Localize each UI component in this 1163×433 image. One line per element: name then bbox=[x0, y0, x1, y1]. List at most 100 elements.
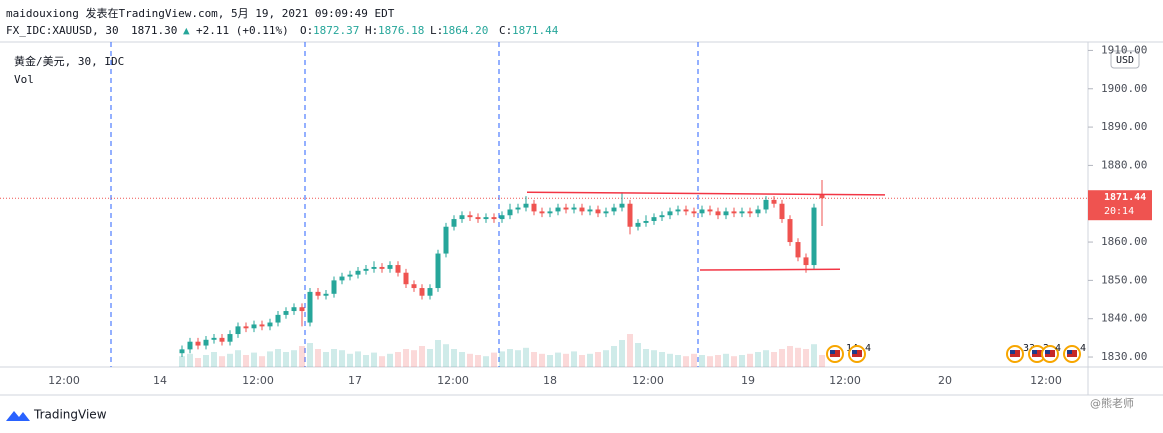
volume-bar bbox=[595, 352, 601, 367]
volume-bar bbox=[739, 355, 745, 367]
last-price: 1871.30 bbox=[131, 24, 177, 37]
y-tick-label: 1880.00 bbox=[1101, 158, 1147, 171]
volume-bar bbox=[251, 352, 257, 367]
volume-bar bbox=[771, 352, 777, 367]
volume-bar bbox=[571, 351, 577, 367]
header-line: maidouxiong 发表在TradingView.com, 5月 19, 2… bbox=[6, 6, 395, 20]
volume-bar bbox=[331, 349, 337, 367]
volume-bar bbox=[699, 355, 705, 367]
x-tick-label: 12:00 bbox=[48, 374, 80, 387]
time-label: 20:14 bbox=[1104, 206, 1134, 217]
candle-body bbox=[227, 334, 233, 342]
volume-bar bbox=[187, 353, 193, 367]
volume-bar bbox=[315, 349, 321, 367]
x-tick-label: 12:00 bbox=[829, 374, 861, 387]
volume-bar bbox=[643, 349, 649, 367]
low: 1864.20 bbox=[442, 24, 488, 37]
volume-bar bbox=[411, 350, 417, 367]
currency-box[interactable] bbox=[1110, 50, 1140, 69]
volume-bar bbox=[395, 352, 401, 367]
candle-body bbox=[755, 209, 761, 214]
candle-body bbox=[531, 203, 537, 212]
candle-body bbox=[379, 266, 385, 269]
y-tick-label: 1900.00 bbox=[1101, 82, 1147, 95]
y-tick-label: 1830.00 bbox=[1101, 350, 1147, 363]
volume-bar bbox=[267, 351, 273, 367]
candle-body bbox=[747, 211, 753, 214]
volume-bar bbox=[379, 356, 385, 367]
volume-bar bbox=[235, 350, 241, 367]
x-tick-label: 18 bbox=[543, 374, 557, 387]
candle-body bbox=[275, 314, 281, 323]
volume-bar bbox=[515, 350, 521, 367]
candle-body bbox=[499, 215, 505, 220]
candle-body bbox=[219, 337, 225, 342]
y-tick-label: 1910.00 bbox=[1101, 43, 1147, 56]
volume-bar bbox=[779, 349, 785, 367]
volume-bar bbox=[787, 346, 793, 367]
y-tick-label: 1890.00 bbox=[1101, 120, 1147, 133]
candle-body bbox=[427, 288, 433, 296]
volume-bar bbox=[811, 344, 817, 367]
volume-bar bbox=[555, 352, 561, 367]
brand: TradingView bbox=[33, 408, 107, 422]
candle-body bbox=[723, 211, 729, 216]
candle-body bbox=[555, 207, 561, 212]
candle-body bbox=[411, 284, 417, 289]
volume-bar bbox=[619, 340, 625, 367]
event-flag bbox=[1032, 350, 1037, 354]
volume-bar bbox=[707, 356, 713, 367]
candle-body bbox=[683, 209, 689, 212]
event-count: 33 bbox=[1023, 343, 1035, 354]
candle-body bbox=[691, 211, 697, 214]
volume-bar bbox=[347, 353, 353, 367]
volume-bar bbox=[211, 352, 217, 367]
up-arrow: ▲ bbox=[183, 24, 190, 37]
candle-body bbox=[539, 211, 545, 214]
volume-bar bbox=[475, 355, 481, 367]
volume-bar bbox=[507, 349, 513, 367]
candle-body bbox=[331, 280, 337, 294]
volume-bar bbox=[611, 346, 617, 367]
event-flag bbox=[1045, 350, 1050, 354]
candle-body bbox=[587, 209, 593, 212]
candle-body bbox=[451, 219, 457, 227]
candle-body bbox=[363, 268, 369, 271]
l-label: L: bbox=[430, 24, 443, 37]
candle-body bbox=[235, 326, 241, 335]
candle-body bbox=[435, 253, 441, 289]
volume-bar bbox=[499, 351, 505, 367]
volume-bar bbox=[195, 358, 201, 367]
candle-body bbox=[459, 215, 465, 220]
candle-body bbox=[251, 324, 257, 329]
candle-body bbox=[651, 217, 657, 221]
volume-bar bbox=[683, 356, 689, 367]
volume-bar bbox=[747, 353, 753, 367]
candle-body bbox=[243, 326, 249, 329]
candle-body bbox=[715, 211, 721, 216]
x-tick-label: 20 bbox=[938, 374, 952, 387]
event-flag bbox=[830, 350, 835, 354]
event-flag bbox=[1010, 350, 1015, 354]
candle-body bbox=[403, 272, 409, 285]
candle-body bbox=[491, 217, 497, 220]
candle-body bbox=[563, 207, 569, 210]
c-label: C: bbox=[499, 24, 512, 37]
volume-bar bbox=[483, 356, 489, 367]
volume-bar bbox=[723, 353, 729, 367]
volume-bar bbox=[539, 353, 545, 367]
volume-bar bbox=[731, 356, 737, 367]
candle-body bbox=[523, 203, 529, 208]
candle-body bbox=[203, 339, 209, 346]
volume-bar bbox=[667, 353, 673, 367]
volume-bar bbox=[691, 353, 697, 367]
volume-bar bbox=[291, 350, 297, 367]
event-count: 4 bbox=[1055, 343, 1061, 354]
candle-body bbox=[675, 209, 681, 212]
candle-body bbox=[211, 337, 217, 340]
candle-body bbox=[323, 293, 329, 296]
candle-body bbox=[627, 203, 633, 227]
volume-bar bbox=[339, 350, 345, 367]
volume-bar bbox=[795, 347, 801, 367]
